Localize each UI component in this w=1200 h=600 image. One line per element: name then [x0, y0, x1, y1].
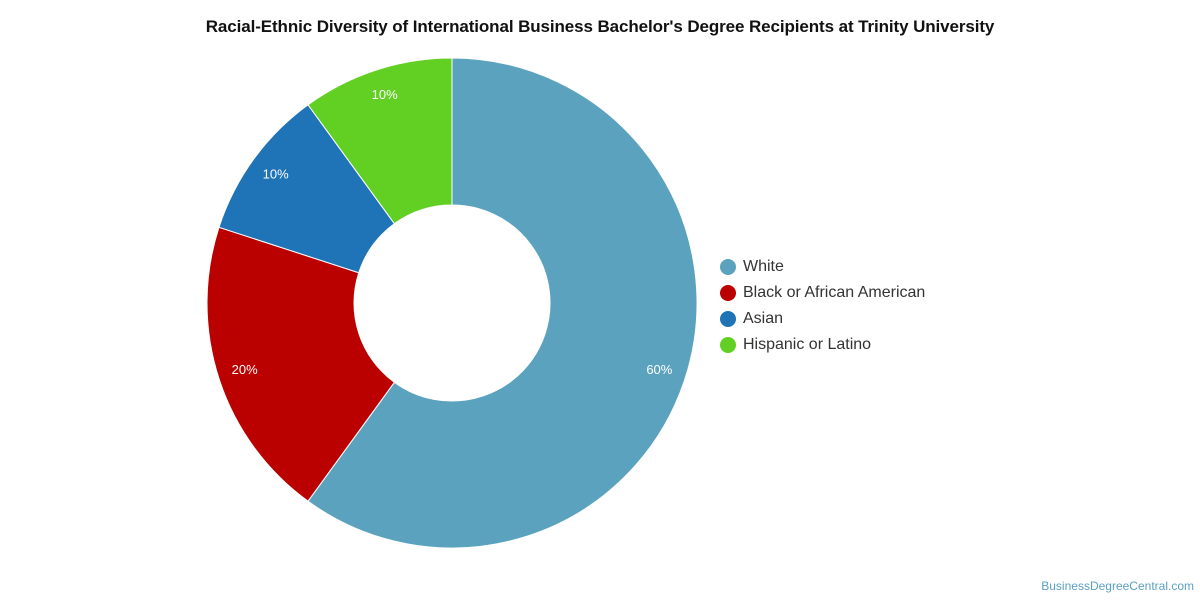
legend-swatch — [720, 337, 736, 353]
legend-item[interactable]: White — [720, 254, 925, 280]
source-credit: BusinessDegreeCentral.com — [1041, 579, 1194, 593]
legend-label: Asian — [743, 310, 784, 327]
slice-black-or-african-american — [206, 226, 396, 502]
legend-swatch — [720, 285, 736, 301]
slice-label-asian: 10% — [263, 166, 289, 181]
legend-label: White — [743, 258, 784, 275]
chart-title: Racial-Ethnic Diversity of International… — [205, 17, 995, 36]
legend-swatch — [720, 259, 736, 275]
chart-legend: White Black or African American Asian Hispa… — [720, 254, 925, 358]
slice-label-hispanic-or-latino: 10% — [372, 87, 398, 102]
slice-label-white: 60% — [646, 362, 672, 377]
legend-label: Black or African American — [743, 284, 926, 301]
legend-item[interactable]: Black or African American — [720, 280, 925, 306]
legend-item[interactable]: Hispanic or Latino — [720, 332, 925, 358]
slice-white — [307, 57, 698, 549]
slice-label-black-or-african-american: 20% — [232, 362, 258, 377]
legend-swatch — [720, 311, 736, 327]
legend-item[interactable]: Asian — [720, 306, 925, 332]
legend-label: Hispanic or Latino — [743, 336, 872, 353]
slice-hispanic-or-latino — [307, 57, 453, 225]
